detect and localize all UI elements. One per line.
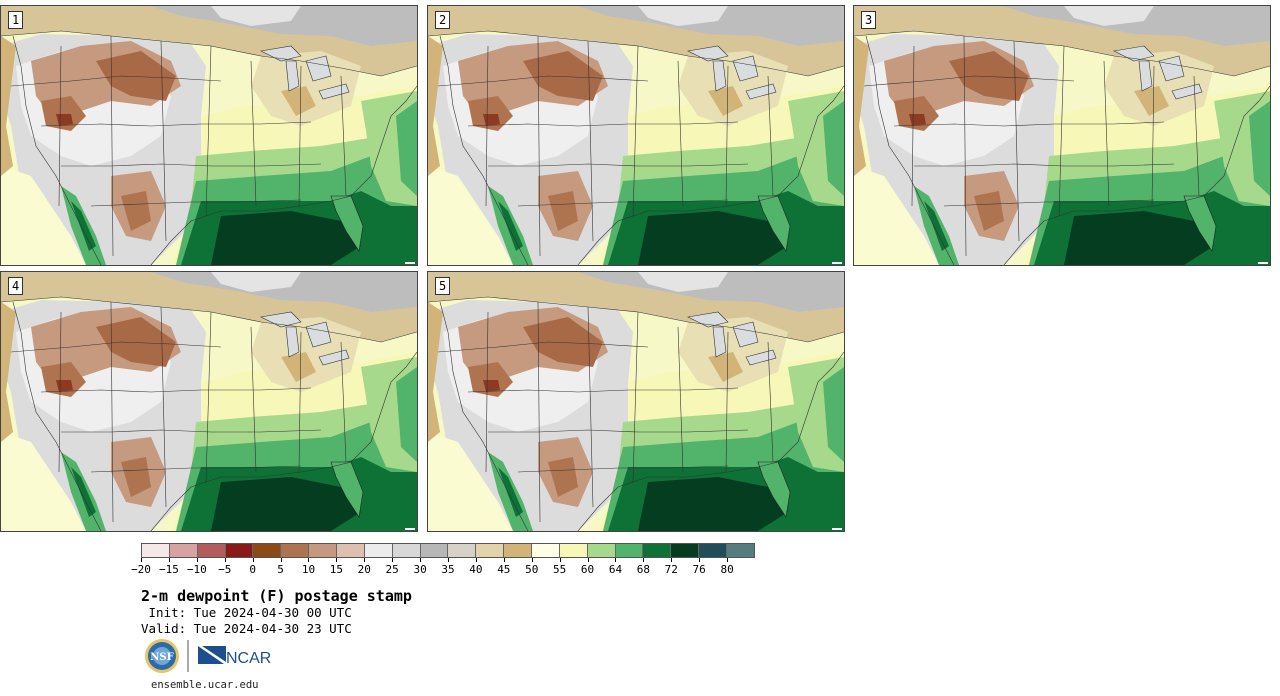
colorbar-tick-mark <box>503 558 505 562</box>
panel-label-1: 1 <box>8 11 24 29</box>
colorbar-tick-mark <box>671 558 673 562</box>
colorbar-tick-label: 30 <box>413 563 427 576</box>
colorbar-tick-mark <box>643 558 645 562</box>
colorbar-segment <box>364 544 393 557</box>
nsf-logo: NSF <box>145 639 179 673</box>
colorbar-tick-label: 72 <box>664 563 678 576</box>
colorbar-tick-label: 5 <box>277 563 284 576</box>
dewpoint-map-5 <box>428 272 844 531</box>
map-panel-2[interactable]: 2 <box>427 5 845 266</box>
colorbar-segment <box>420 544 449 557</box>
dewpoint-map-2 <box>428 6 844 265</box>
colorbar-tick-mark <box>475 558 477 562</box>
colorbar-segment <box>504 544 533 557</box>
dewpoint-map-4 <box>1 272 417 531</box>
colorbar-tick-label: 20 <box>357 563 371 576</box>
colorbar-tick-label: 0 <box>249 563 256 576</box>
panel-label-3: 3 <box>861 11 877 29</box>
colorbar-tick-mark <box>699 558 701 562</box>
colorbar-tick-mark <box>420 558 422 562</box>
plot-title: 2-m dewpoint (F) postage stamp <box>141 587 412 605</box>
ncar-logo-text: NCAR <box>226 650 271 667</box>
colorbar-tick-mark <box>531 558 533 562</box>
nsf-logo-text: NSF <box>150 652 173 663</box>
colorbar-tick-label: 64 <box>608 563 623 576</box>
dewpoint-map-3 <box>854 6 1270 265</box>
colorbar-tick-mark <box>141 558 142 562</box>
colorbar-tick-label: 80 <box>720 563 734 576</box>
colorbar-tick-mark <box>559 558 561 562</box>
valid-time: Valid: Tue 2024-04-30 23 UTC <box>141 621 352 636</box>
colorbar-tick-mark <box>196 558 198 562</box>
colorbar-tick-mark <box>308 558 310 562</box>
colorbar-tick-mark <box>727 558 729 562</box>
colorbar-segment <box>476 544 505 557</box>
panel-label-4: 4 <box>8 277 24 295</box>
colorbar-ticks: −20 −15 −10 −5 0 5 10 15 20 25 30 35 40 45 50 55 60 64 68 7… <box>131 558 755 578</box>
colorbar-segment <box>587 544 616 557</box>
colorbar-tick-label: 25 <box>385 563 399 576</box>
colorbar-segment <box>643 544 672 557</box>
sponsor-logos: NSF NCAR <box>144 638 284 674</box>
colorbar-tick-mark <box>336 558 338 562</box>
colorbar-tick-label: 15 <box>329 563 343 576</box>
colorbar-tick-mark <box>364 558 366 562</box>
colorbar-tick-label: −10 <box>186 563 207 576</box>
colorbar-segment <box>448 544 477 557</box>
colorbar-tick-mark <box>615 558 617 562</box>
colorbar-segment <box>699 544 728 557</box>
colorbar-segment <box>253 544 282 557</box>
colorbar-segment <box>197 544 226 557</box>
colorbar-segment <box>392 544 421 557</box>
map-panel-1[interactable]: 1 <box>0 5 418 266</box>
ncar-logo: NCAR <box>198 646 271 667</box>
colorbar-tick-label: 35 <box>441 563 455 576</box>
colorbar-segment <box>532 544 560 557</box>
colorbar-segment <box>225 544 254 557</box>
colorbar-tick-mark <box>224 558 226 562</box>
colorbar-segment <box>309 544 338 557</box>
dewpoint-colorbar <box>141 543 755 558</box>
colorbar-tick-mark <box>252 558 254 562</box>
colorbar-tick-label: 55 <box>553 563 567 576</box>
colorbar-segment <box>671 544 700 557</box>
colorbar-segment <box>559 544 588 557</box>
logos-graphic: NSF NCAR <box>145 639 271 673</box>
map-panel-4[interactable]: 4 <box>0 271 418 532</box>
colorbar-tick-label: 45 <box>497 563 511 576</box>
colorbar-segment <box>142 544 170 557</box>
colorbar-tick-mark <box>448 558 449 562</box>
colorbar-tick-label: −15 <box>158 563 179 576</box>
site-url[interactable]: ensemble.ucar.edu <box>151 679 259 691</box>
colorbar-tick-label: 60 <box>580 563 595 576</box>
colorbar-tick-mark <box>280 558 282 562</box>
colorbar-tick-label: −5 <box>218 563 232 576</box>
colorbar-segment <box>169 544 198 557</box>
colorbar-tick-mark <box>392 558 394 562</box>
panel-label-5: 5 <box>435 277 451 295</box>
colorbar-tick-label: 68 <box>636 563 650 576</box>
map-panel-3[interactable]: 3 <box>853 5 1271 266</box>
colorbar-segment <box>615 544 644 557</box>
colorbar-tick-label: 76 <box>692 563 706 576</box>
dewpoint-map-1 <box>1 6 417 265</box>
colorbar-segment <box>337 544 365 557</box>
colorbar-tick-mark <box>168 558 170 562</box>
colorbar-tick-mark <box>587 558 589 562</box>
map-panel-5[interactable]: 5 <box>427 271 845 532</box>
colorbar-tick-label: 50 <box>525 563 539 576</box>
panel-label-2: 2 <box>435 11 451 29</box>
colorbar-tick-label: 40 <box>469 563 483 576</box>
colorbar-tick-label: 10 <box>301 563 316 576</box>
colorbar-segment <box>727 544 754 557</box>
init-time: Init: Tue 2024-04-30 00 UTC <box>141 605 352 620</box>
colorbar-segment <box>281 544 310 557</box>
colorbar-tick-label: −20 <box>131 563 151 576</box>
